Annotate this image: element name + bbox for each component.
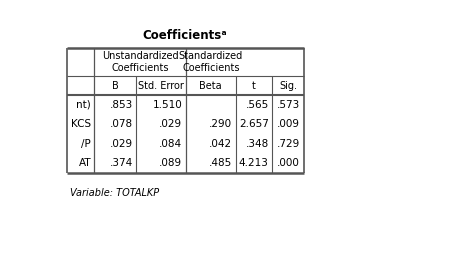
Text: .084: .084 — [159, 139, 182, 149]
Text: .089: .089 — [159, 158, 182, 168]
Text: 1.510: 1.510 — [153, 100, 182, 110]
Text: Coefficientsᵃ: Coefficientsᵃ — [143, 29, 228, 42]
Text: Standardized
Coefficients: Standardized Coefficients — [179, 51, 243, 73]
Text: Sig.: Sig. — [279, 81, 297, 91]
Text: KCS: KCS — [71, 119, 91, 129]
Text: .290: .290 — [209, 119, 232, 129]
Text: 4.213: 4.213 — [239, 158, 269, 168]
Text: 2.657: 2.657 — [239, 119, 269, 129]
Text: Std. Error: Std. Error — [138, 81, 184, 91]
Text: nt): nt) — [76, 100, 91, 110]
Text: .485: .485 — [209, 158, 232, 168]
Text: AT: AT — [79, 158, 91, 168]
Text: .029: .029 — [109, 139, 133, 149]
Text: .374: .374 — [109, 158, 133, 168]
Text: .348: .348 — [246, 139, 269, 149]
Text: Beta: Beta — [200, 81, 222, 91]
Text: /P: /P — [82, 139, 91, 149]
Text: t: t — [252, 81, 256, 91]
Text: .000: .000 — [277, 158, 300, 168]
Text: .042: .042 — [209, 139, 232, 149]
Text: .565: .565 — [246, 100, 269, 110]
Text: .009: .009 — [277, 119, 300, 129]
Text: Unstandardized
Coefficients: Unstandardized Coefficients — [102, 51, 178, 73]
Text: B: B — [112, 81, 118, 91]
Text: .729: .729 — [277, 139, 300, 149]
Text: Variable: TOTALKP: Variable: TOTALKP — [70, 187, 159, 198]
Text: .573: .573 — [277, 100, 300, 110]
Text: .853: .853 — [109, 100, 133, 110]
Text: .029: .029 — [159, 119, 182, 129]
Text: .078: .078 — [109, 119, 133, 129]
